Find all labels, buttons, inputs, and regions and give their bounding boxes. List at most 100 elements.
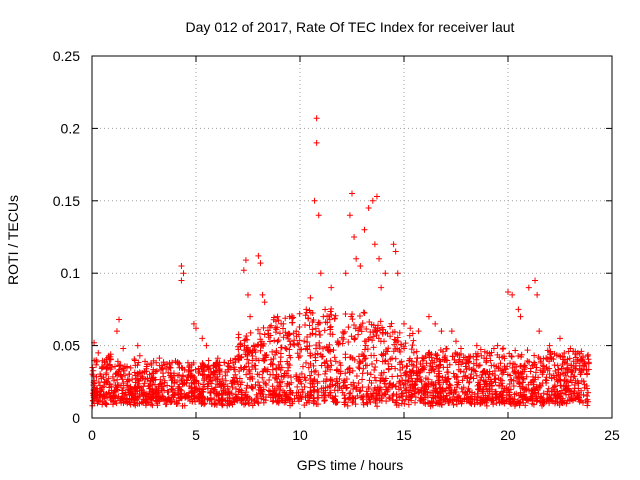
data-point [276,364,283,371]
data-point [173,399,180,406]
data-point [337,362,344,369]
data-point [257,260,264,267]
data-point [232,356,239,363]
data-point [351,322,358,329]
data-point [185,372,192,379]
data-point [443,345,450,352]
data-point [234,378,241,385]
axes: 0 5 10 15 20 25 0 0.05 0.1 0.15 0.2 0.25 [53,48,620,443]
data-point [573,354,579,361]
data-point [531,361,538,368]
data-point [563,385,570,392]
data-point [135,359,142,366]
data-point [371,326,378,333]
data-point [346,390,353,397]
data-point [373,193,380,200]
data-point [554,388,561,395]
data-point [357,387,364,394]
data-point [385,365,392,372]
data-point [459,377,466,384]
data-point [239,394,246,401]
data-point [132,402,139,409]
data-point [509,291,516,298]
data-point [441,354,448,361]
data-point [312,354,319,361]
data-point [506,380,513,387]
data-point [134,342,141,349]
data-point [327,377,334,384]
data-point [153,397,160,404]
data-point [456,392,463,399]
data-point [325,313,332,320]
data-point [377,318,384,325]
data-point [120,380,127,387]
data-point [450,370,457,377]
data-point [147,401,154,408]
data-point [355,331,362,338]
data-point [146,371,153,378]
data-point [274,313,281,320]
data-point [340,336,347,343]
data-point [562,369,569,376]
data-point [332,312,339,319]
data-point [201,375,208,382]
data-point [245,399,252,406]
data-point [439,374,446,381]
data-point [462,390,469,397]
data-point [94,392,101,399]
data-point [244,347,251,354]
data-point [389,373,396,380]
data-point [304,346,311,353]
data-point [379,352,386,359]
data-point [333,375,340,382]
data-point [518,383,525,390]
data-point [93,357,100,364]
data-point [463,366,470,373]
data-point [568,396,575,403]
data-point [316,343,323,350]
data-point [148,361,155,368]
data-point [327,308,334,315]
data-point [272,318,279,325]
data-point [570,358,577,365]
data-point [498,397,505,404]
data-point [195,365,202,372]
data-point [483,402,490,409]
data-point [229,377,236,384]
data-point [516,374,523,381]
data-point [382,351,389,358]
data-point [512,347,519,354]
data-point [495,365,502,372]
data-point [302,377,309,384]
data-point [340,330,347,337]
data-point [282,329,289,336]
data-point [188,372,195,379]
data-point [146,382,153,389]
data-point [368,352,375,359]
data-point [555,393,562,400]
data-point [325,363,332,370]
data-point [403,369,410,376]
data-point [505,289,511,296]
data-point [103,371,110,378]
data-point [152,376,159,383]
data-point [243,345,250,352]
data-point [537,359,544,366]
data-point [537,383,544,390]
data-point [442,396,449,403]
data-point [269,360,276,367]
data-point [125,386,132,393]
data-point [113,328,120,335]
data-point [286,352,293,359]
data-point [511,367,518,374]
data-point [388,320,395,327]
data-point [373,332,380,339]
data-point [118,373,125,380]
data-point [539,380,546,387]
data-point [229,384,236,391]
data-point [279,387,286,394]
data-point [547,354,554,361]
data-point [575,380,582,387]
data-point [518,351,525,358]
data-point [414,354,421,361]
